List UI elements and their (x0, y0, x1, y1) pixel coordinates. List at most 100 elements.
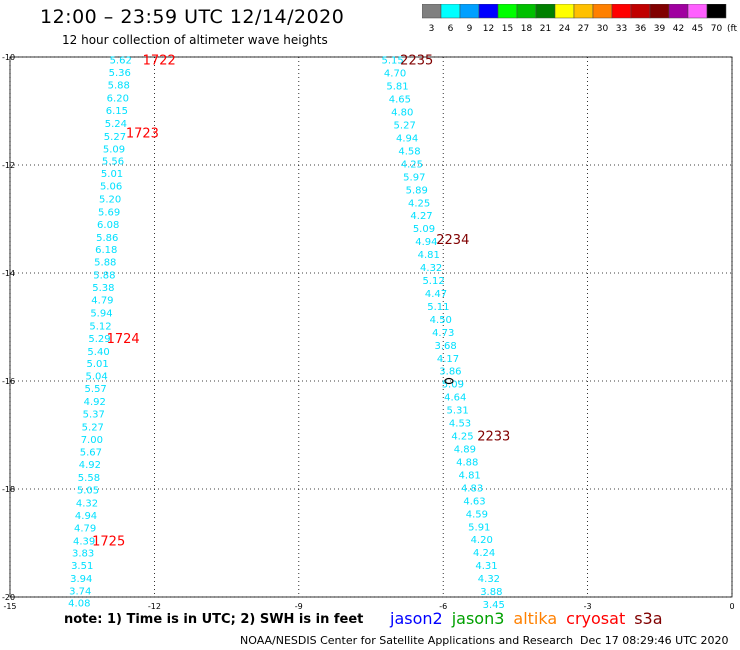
scale-label: 39 (654, 24, 666, 34)
swh-value: 5.86 (96, 233, 118, 244)
swh-value: 5.81 (386, 82, 408, 93)
swh-value: 5.69 (98, 207, 120, 218)
swh-value: 4.80 (391, 108, 413, 119)
swh-value: 4.73 (432, 328, 454, 339)
pass-time-label: 2233 (477, 430, 510, 445)
swh-value: 6.20 (107, 94, 129, 105)
swh-value: 5.24 (105, 119, 127, 130)
swh-value: 4.83 (461, 483, 483, 494)
swh-value: 4.59 (466, 509, 488, 520)
pass-time-label: 2235 (400, 54, 433, 69)
satellite-legend: jason2 jason3 altika cryosat s3a (390, 609, 672, 628)
swh-value: 4.81 (459, 470, 481, 481)
x-tick-label: -3 (584, 602, 592, 611)
swh-value: 3.51 (71, 561, 93, 572)
swh-value: 4.94 (415, 237, 437, 248)
swh-value: 5.01 (86, 359, 108, 370)
scale-label: 42 (673, 24, 684, 34)
scale-label: 33 (616, 24, 627, 34)
swh-value: 5.09 (442, 380, 464, 391)
swh-value: 7.00 (81, 435, 103, 446)
x-tick-label: 0 (729, 602, 734, 611)
swh-value: 5.06 (100, 182, 122, 193)
swh-value: 4.32 (478, 574, 500, 585)
y-tick-label: -18 (2, 485, 15, 494)
swh-value: 5.91 (468, 522, 490, 533)
swh-value: 5.67 (80, 448, 102, 459)
scale-label: 21 (540, 24, 551, 34)
scale-label: 3 (429, 24, 435, 34)
swh-value: 3.94 (70, 574, 92, 585)
swh-value: 4.89 (454, 445, 476, 456)
swh-value: 5.27 (394, 121, 416, 132)
swh-value: 4.58 (398, 146, 420, 157)
legend-item-cryosat: cryosat (566, 609, 626, 628)
swh-value: 6.15 (106, 106, 128, 117)
y-tick-label: -14 (2, 269, 15, 278)
swh-value: 4.39 (73, 536, 95, 547)
swh-value: 4.92 (84, 397, 106, 408)
pass-time-label: 1723 (126, 127, 159, 142)
map-title: 12:00 – 23:59 UTC 12/14/2020 (40, 6, 345, 28)
swh-value: 4.64 (444, 393, 466, 404)
swh-value: 6.08 (97, 220, 119, 231)
y-tick-label: -20 (2, 593, 15, 602)
scale-label: 36 (635, 24, 647, 34)
scale-label: 45 (692, 24, 703, 34)
legend-item-jason2: jason2 (390, 609, 443, 628)
x-tick-label: -12 (148, 602, 161, 611)
legend-item-jason3: jason3 (451, 609, 505, 628)
swh-value: 4.08 (68, 598, 90, 609)
y-tick-label: -10 (2, 53, 15, 62)
swh-value: 4.88 (456, 457, 478, 468)
swh-value: 5.38 (92, 283, 114, 294)
swh-value: 4.81 (418, 250, 440, 261)
scale-label: 9 (467, 24, 473, 34)
y-tick-label: -12 (2, 161, 15, 170)
scale-swatch (706, 4, 727, 19)
swh-value: 4.79 (74, 523, 96, 534)
swh-value: 5.12 (422, 276, 444, 287)
swh-value: 4.63 (463, 496, 485, 507)
swh-value: 5.62 (110, 56, 132, 67)
x-tick-label: -15 (3, 602, 16, 611)
scale-label: 6 (448, 24, 454, 34)
swh-value: 4.94 (75, 511, 97, 522)
scale-label: 12 (483, 24, 494, 34)
swh-value: 4.25 (451, 432, 473, 443)
map-note: note: 1) Time is in UTC; 2) SWH is in fe… (64, 612, 364, 627)
swh-value: 5.36 (109, 68, 131, 79)
legend-item-s3a: s3a (634, 609, 663, 628)
swh-value: 5.40 (87, 347, 109, 358)
x-tick-label: -6 (439, 602, 447, 611)
swh-value: 3.88 (480, 587, 502, 598)
swh-value: 5.88 (93, 271, 115, 282)
swh-value: 5.58 (78, 473, 100, 484)
swh-value: 4.50 (430, 315, 452, 326)
scale-label: 27 (578, 24, 589, 34)
pass-time-label: 1725 (92, 534, 125, 549)
swh-value: 5.56 (102, 157, 124, 168)
swh-value: 4.25 (401, 159, 423, 170)
swh-value: 4.24 (473, 548, 495, 559)
swh-value: 5.29 (88, 334, 110, 345)
scale-label: 24 (559, 24, 571, 34)
swh-value: 5.27 (82, 422, 104, 433)
swh-value: 5.20 (99, 194, 121, 205)
footer-timestamp: Dec 17 08:29:46 UTC 2020 (580, 634, 729, 647)
y-tick-label: -16 (2, 377, 15, 386)
swh-value: 5.09 (103, 144, 125, 155)
swh-value: 5.05 (77, 486, 99, 497)
swh-value: 3.86 (439, 367, 461, 378)
swh-value: 5.57 (85, 384, 107, 395)
swh-value: 4.32 (76, 499, 98, 510)
swh-value: 5.88 (108, 81, 130, 92)
swh-value: 4.53 (449, 419, 471, 430)
scale-label: 18 (521, 24, 533, 34)
swh-value: 6.18 (95, 245, 117, 256)
swh-value: 4.47 (425, 289, 447, 300)
swh-value: 5.27 (104, 132, 126, 143)
swh-value: 5.37 (83, 409, 105, 420)
swh-value: 3.45 (483, 600, 505, 611)
